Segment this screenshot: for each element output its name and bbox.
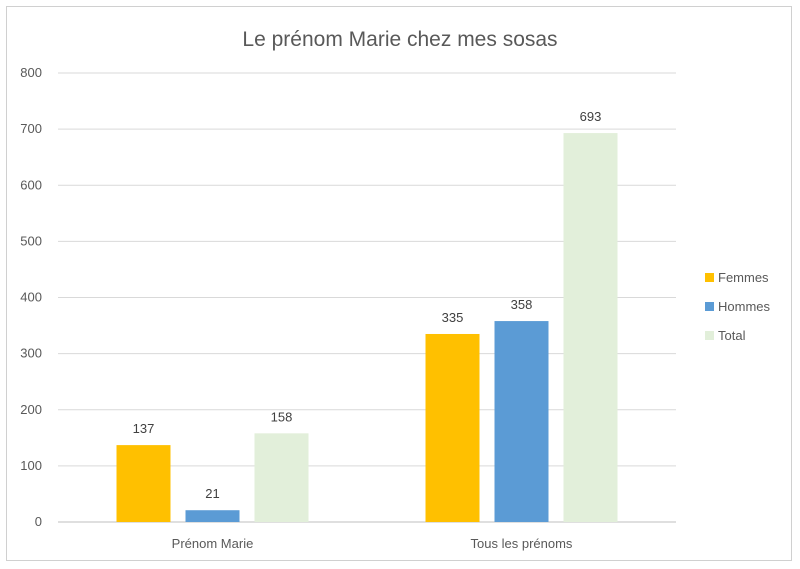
legend-label: Hommes bbox=[718, 299, 771, 314]
y-tick-label: 400 bbox=[20, 290, 42, 305]
legend-label: Femmes bbox=[718, 270, 769, 285]
legend-swatch bbox=[705, 331, 714, 340]
y-tick-label: 800 bbox=[20, 65, 42, 80]
x-category-label: Prénom Marie bbox=[172, 536, 254, 551]
data-label: 137 bbox=[133, 421, 155, 436]
bar bbox=[563, 133, 618, 522]
y-tick-label: 500 bbox=[20, 233, 42, 248]
bar bbox=[425, 333, 480, 522]
bar bbox=[185, 510, 240, 522]
y-axis: 0 100 200 300 400 500 600 700 800 bbox=[20, 65, 42, 529]
y-tick-label: 0 bbox=[35, 514, 42, 529]
y-tick-label: 700 bbox=[20, 121, 42, 136]
y-tick-label: 200 bbox=[20, 402, 42, 417]
bar bbox=[494, 321, 549, 522]
legend: Femmes Hommes Total bbox=[705, 270, 771, 343]
x-axis: Prénom Marie Tous les prénoms bbox=[172, 536, 573, 551]
bar bbox=[116, 445, 171, 522]
data-label: 335 bbox=[442, 310, 464, 325]
y-tick-label: 600 bbox=[20, 177, 42, 192]
y-tick-label: 100 bbox=[20, 458, 42, 473]
chart-title: Le prénom Marie chez mes sosas bbox=[242, 28, 557, 51]
data-label: 358 bbox=[511, 297, 533, 312]
data-label: 158 bbox=[271, 409, 293, 424]
x-category-label: Tous les prénoms bbox=[471, 536, 573, 551]
data-label: 21 bbox=[205, 486, 219, 501]
legend-label: Total bbox=[718, 328, 746, 343]
legend-swatch bbox=[705, 273, 714, 282]
y-tick-label: 300 bbox=[20, 346, 42, 361]
data-label: 693 bbox=[580, 109, 602, 124]
bar bbox=[254, 433, 309, 522]
bars: 137 21 158 335 358 693 bbox=[116, 109, 618, 522]
legend-swatch bbox=[705, 302, 714, 311]
